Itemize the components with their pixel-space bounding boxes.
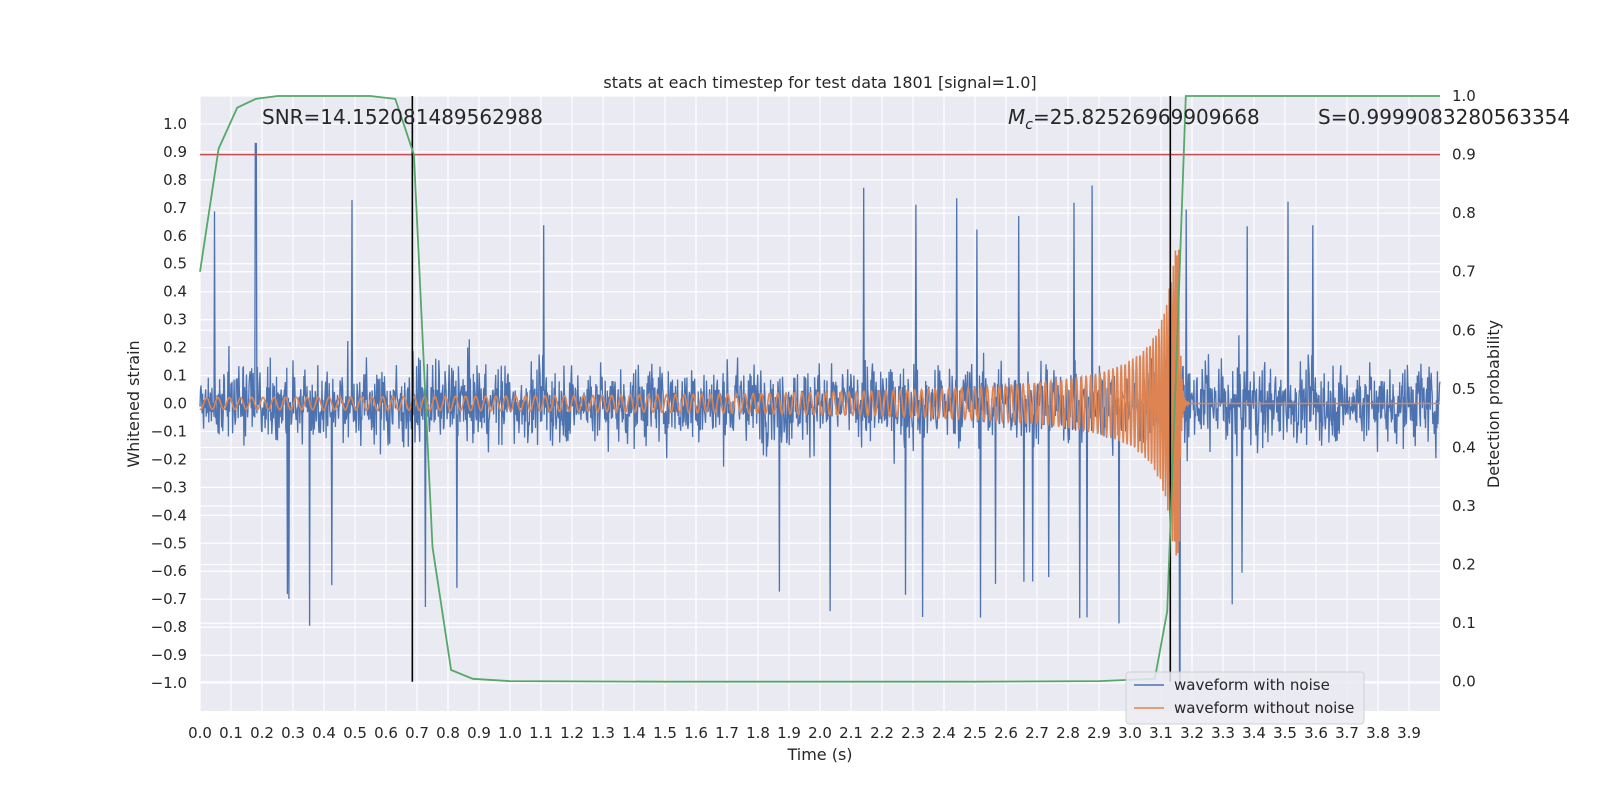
y2-tick-label: 0.2	[1452, 556, 1476, 574]
x-tick-label: 2.6	[994, 724, 1018, 742]
y-tick-label: 0.9	[163, 143, 187, 161]
y-tick-label: 0.5	[163, 255, 187, 273]
x-tick-label: 1.4	[622, 724, 646, 742]
x-tick-label: 0.2	[250, 724, 274, 742]
x-tick-label: 2.1	[839, 724, 863, 742]
y-tick-label: −0.1	[151, 422, 187, 440]
clean-series-layer	[199, 249, 1440, 556]
x-tick-label: 3.4	[1242, 724, 1266, 742]
x-tick-label: 3.8	[1366, 724, 1390, 742]
x-tick-label: 0.8	[436, 724, 460, 742]
x-tick-label: 2.0	[808, 724, 832, 742]
y2-tick-label: 0.6	[1452, 321, 1476, 339]
x-tick-label: 0.3	[281, 724, 305, 742]
x-tick-label: 2.7	[1025, 724, 1049, 742]
x-tick-label: 3.0	[1118, 724, 1142, 742]
y-tick-label: −0.7	[151, 590, 187, 608]
y-tick-label: 0.1	[163, 367, 187, 385]
x-tick-label: 1.6	[684, 724, 708, 742]
mc-value: =25.82526969909668	[1033, 105, 1260, 129]
x-tick-label: 1.9	[777, 724, 801, 742]
x-tick-label: 2.5	[963, 724, 987, 742]
y-tick-label: −0.2	[151, 450, 187, 468]
x-tick-label: 1.0	[498, 724, 522, 742]
y2-tick-label: 0.7	[1452, 263, 1476, 281]
y2-tick-label: 0.0	[1452, 673, 1476, 691]
x-tick-label: 3.3	[1211, 724, 1235, 742]
x-axis-label: Time (s)	[786, 745, 852, 764]
x-tick-label: 2.3	[901, 724, 925, 742]
x-tick-label: 1.2	[560, 724, 584, 742]
x-tick-label: 2.8	[1056, 724, 1080, 742]
x-tick-label: 3.7	[1335, 724, 1359, 742]
y-tick-labels: 1.0 0.9 0.8 0.7 0.6 0.5 0.4 0.3 0.2 0.1 0.0 −0.1 −0.…	[151, 115, 187, 692]
x-tick-label: 1.1	[529, 724, 553, 742]
y2-tick-label: 1.0	[1452, 87, 1476, 105]
y-tick-label: 0.3	[163, 311, 187, 329]
x-tick-label: 0.7	[405, 724, 429, 742]
y2-axis-label: Detection probability	[1484, 320, 1503, 488]
x-tick-label: 1.3	[591, 724, 615, 742]
x-tick-label: 0.6	[374, 724, 398, 742]
x-tick-label: 1.5	[653, 724, 677, 742]
legend-label-noise: waveform with noise	[1174, 676, 1330, 694]
y2-tick-label: 0.9	[1452, 146, 1476, 164]
y-tick-label: −0.3	[151, 478, 187, 496]
x-tick-label: 0.9	[467, 724, 491, 742]
x-tick-label: 0.4	[312, 724, 336, 742]
s-annotation: S=0.9999083280563354	[1318, 105, 1570, 129]
x-tick-label: 0.1	[219, 724, 243, 742]
y-tick-label: 0.6	[163, 227, 187, 245]
x-tick-label: 2.9	[1087, 724, 1111, 742]
x-tick-label: 0.0	[188, 724, 212, 742]
y-tick-label: 0.7	[163, 199, 187, 217]
y-tick-label: −0.4	[151, 506, 187, 524]
y-tick-label: 0.8	[163, 171, 187, 189]
legend: waveform with noise waveform without noi…	[1125, 671, 1365, 725]
y-axis-label: Whitened strain	[124, 340, 143, 467]
x-tick-label: 1.7	[715, 724, 739, 742]
series-detection-probability	[199, 95, 1440, 683]
y2-tick-label: 0.4	[1452, 438, 1476, 456]
series-waveform-without-noise	[199, 249, 1440, 556]
x-tick-label: 3.5	[1273, 724, 1297, 742]
y-tick-label: 0.2	[163, 339, 187, 357]
x-tick-label: 3.1	[1149, 724, 1173, 742]
snr-annotation: SNR=14.152081489562988	[262, 105, 543, 129]
y-tick-label: −0.9	[151, 646, 187, 664]
y-tick-label: 0.4	[163, 283, 187, 301]
chart-title: stats at each timestep for test data 180…	[603, 73, 1036, 92]
y2-tick-label: 0.1	[1452, 614, 1476, 632]
mc-subscript: c	[1025, 117, 1033, 133]
probability-series-layer	[199, 95, 1440, 683]
x-tick-label: 2.4	[932, 724, 956, 742]
y2-tick-label: 0.8	[1452, 204, 1476, 222]
chirp-mass-annotation: Mc=25.82526969909668	[1008, 105, 1260, 133]
x-tick-label: 0.5	[343, 724, 367, 742]
x-tick-label: 3.9	[1397, 724, 1421, 742]
y-tick-label: −0.8	[151, 618, 187, 636]
x-tick-labels: 0.0 0.1 0.2 0.3 0.4 0.5 0.6 0.7 0.8 0.9 1.0 1.1 1.2 1…	[188, 724, 1421, 742]
y2-tick-label: 0.3	[1452, 497, 1476, 515]
y2-tick-labels: 1.0 0.9 0.8 0.7 0.6 0.5 0.4 0.3 0.2 0.1 0.0	[1452, 87, 1476, 691]
x-tick-label: 3.2	[1180, 724, 1204, 742]
y-tick-label: 0.0	[163, 395, 187, 413]
x-tick-label: 2.2	[870, 724, 894, 742]
x-tick-label: 3.6	[1304, 724, 1328, 742]
y-tick-label: −1.0	[151, 674, 187, 692]
y-tick-label: −0.5	[151, 534, 187, 552]
legend-label-clean: waveform without noise	[1174, 699, 1354, 717]
mc-symbol: M	[1008, 105, 1025, 129]
y2-tick-label: 0.5	[1452, 380, 1476, 398]
y-tick-label: 1.0	[163, 115, 187, 133]
y-tick-label: −0.6	[151, 562, 187, 580]
x-tick-label: 1.8	[746, 724, 770, 742]
legend-box	[1125, 671, 1365, 725]
